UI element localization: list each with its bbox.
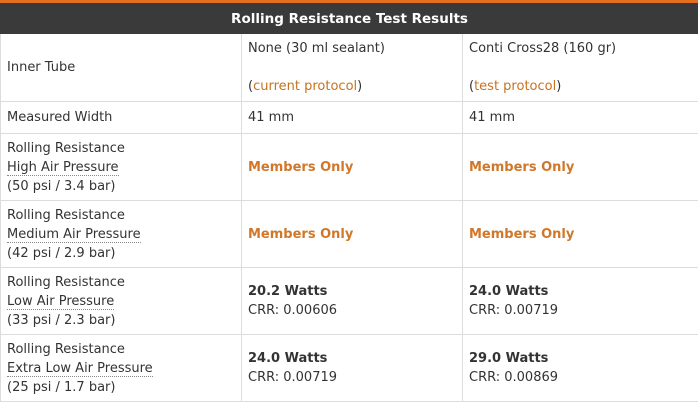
- inner-tube-col2-protocol: (test protocol): [469, 77, 692, 96]
- members-only-link[interactable]: Members Only: [248, 160, 353, 175]
- cell-rr-extra-low-col1: 24.0 Watts CRR: 0.00719: [242, 335, 463, 402]
- crr-value: CRR: 0.00719: [469, 301, 692, 320]
- label-line: (33 psi / 2.3 bar): [7, 311, 235, 330]
- pressure-term-link[interactable]: Extra Low Air Pressure: [7, 361, 153, 377]
- crr-value: CRR: 0.00869: [469, 368, 692, 387]
- spacer: [469, 58, 692, 77]
- label-line: Rolling Resistance: [7, 273, 235, 292]
- table-title: Rolling Resistance Test Results: [1, 4, 698, 34]
- watts-value: 24.0 Watts: [248, 349, 456, 368]
- cell-inner-tube-col2: Conti Cross28 (160 gr) (test protocol): [463, 34, 698, 102]
- label-line: (42 psi / 2.9 bar): [7, 244, 235, 263]
- members-only-link[interactable]: Members Only: [248, 227, 353, 242]
- table-row-rr-medium: Rolling Resistance Medium Air Pressure (…: [1, 201, 698, 268]
- cell-rr-low-col2: 24.0 Watts CRR: 0.00719: [463, 268, 698, 335]
- members-only-link[interactable]: Members Only: [469, 160, 574, 175]
- label-line: Rolling Resistance: [7, 206, 235, 225]
- table-row-rr-extra-low: Rolling Resistance Extra Low Air Pressur…: [1, 335, 698, 402]
- cell-rr-medium-col1: Members Only: [242, 201, 463, 268]
- table-row-measured-width: Measured Width 41 mm 41 mm: [1, 102, 698, 134]
- table-row-rr-high: Rolling Resistance High Air Pressure (50…: [1, 134, 698, 201]
- cell-inner-tube-col1: None (30 ml sealant) (current protocol): [242, 34, 463, 102]
- results-table: Rolling Resistance Test Results Inner Tu…: [0, 3, 698, 402]
- label-line: (50 psi / 3.4 bar): [7, 177, 235, 196]
- inner-tube-col1-name: None (30 ml sealant): [248, 39, 456, 58]
- label-line: Rolling Resistance: [7, 139, 235, 158]
- label-line: Rolling Resistance: [7, 340, 235, 359]
- cell-rr-extra-low-col2: 29.0 Watts CRR: 0.00869: [463, 335, 698, 402]
- paren-close: ): [556, 79, 561, 94]
- pressure-term-link[interactable]: Low Air Pressure: [7, 294, 114, 310]
- watts-value: 20.2 Watts: [248, 282, 456, 301]
- members-only-link[interactable]: Members Only: [469, 227, 574, 242]
- row-label-rr-low: Rolling Resistance Low Air Pressure (33 …: [1, 268, 242, 335]
- table-row-inner-tube: Inner Tube None (30 ml sealant) (current…: [1, 34, 698, 102]
- label-line: (25 psi / 1.7 bar): [7, 378, 235, 397]
- cell-rr-high-col2: Members Only: [463, 134, 698, 201]
- crr-value: CRR: 0.00719: [248, 368, 456, 387]
- row-label-rr-extra-low: Rolling Resistance Extra Low Air Pressur…: [1, 335, 242, 402]
- watts-value: 24.0 Watts: [469, 282, 692, 301]
- test-protocol-link[interactable]: test protocol: [474, 79, 556, 94]
- inner-tube-col2-name: Conti Cross28 (160 gr): [469, 39, 692, 58]
- cell-width-col2: 41 mm: [463, 102, 698, 134]
- row-label-measured-width: Measured Width: [1, 102, 242, 134]
- pressure-term-link[interactable]: High Air Pressure: [7, 160, 119, 176]
- cell-rr-medium-col2: Members Only: [463, 201, 698, 268]
- watts-value: 29.0 Watts: [469, 349, 692, 368]
- inner-tube-col1-protocol: (current protocol): [248, 77, 456, 96]
- current-protocol-link[interactable]: current protocol: [253, 79, 357, 94]
- cell-rr-low-col1: 20.2 Watts CRR: 0.00606: [242, 268, 463, 335]
- spacer: [248, 58, 456, 77]
- row-label-rr-high: Rolling Resistance High Air Pressure (50…: [1, 134, 242, 201]
- crr-value: CRR: 0.00606: [248, 301, 456, 320]
- cell-rr-high-col1: Members Only: [242, 134, 463, 201]
- pressure-term-link[interactable]: Medium Air Pressure: [7, 227, 141, 243]
- row-label-inner-tube: Inner Tube: [1, 34, 242, 102]
- table-row-rr-low: Rolling Resistance Low Air Pressure (33 …: [1, 268, 698, 335]
- paren-close: ): [357, 79, 362, 94]
- cell-width-col1: 41 mm: [242, 102, 463, 134]
- row-label-rr-medium: Rolling Resistance Medium Air Pressure (…: [1, 201, 242, 268]
